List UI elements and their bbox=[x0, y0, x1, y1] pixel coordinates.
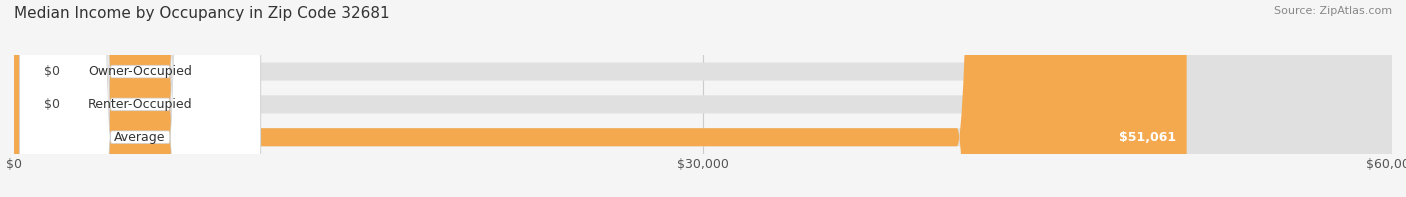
FancyBboxPatch shape bbox=[14, 0, 1392, 197]
Text: Owner-Occupied: Owner-Occupied bbox=[89, 65, 193, 78]
Text: $0: $0 bbox=[45, 98, 60, 111]
Text: $51,061: $51,061 bbox=[1119, 131, 1175, 144]
Text: Average: Average bbox=[114, 131, 166, 144]
Text: Renter-Occupied: Renter-Occupied bbox=[87, 98, 193, 111]
Text: Median Income by Occupancy in Zip Code 32681: Median Income by Occupancy in Zip Code 3… bbox=[14, 6, 389, 21]
Text: Source: ZipAtlas.com: Source: ZipAtlas.com bbox=[1274, 6, 1392, 16]
FancyBboxPatch shape bbox=[0, 0, 72, 197]
FancyBboxPatch shape bbox=[14, 0, 1392, 197]
FancyBboxPatch shape bbox=[20, 0, 260, 197]
FancyBboxPatch shape bbox=[0, 0, 72, 197]
FancyBboxPatch shape bbox=[14, 0, 1187, 197]
FancyBboxPatch shape bbox=[20, 0, 260, 197]
FancyBboxPatch shape bbox=[14, 0, 1392, 197]
FancyBboxPatch shape bbox=[20, 0, 260, 197]
Text: $0: $0 bbox=[45, 65, 60, 78]
